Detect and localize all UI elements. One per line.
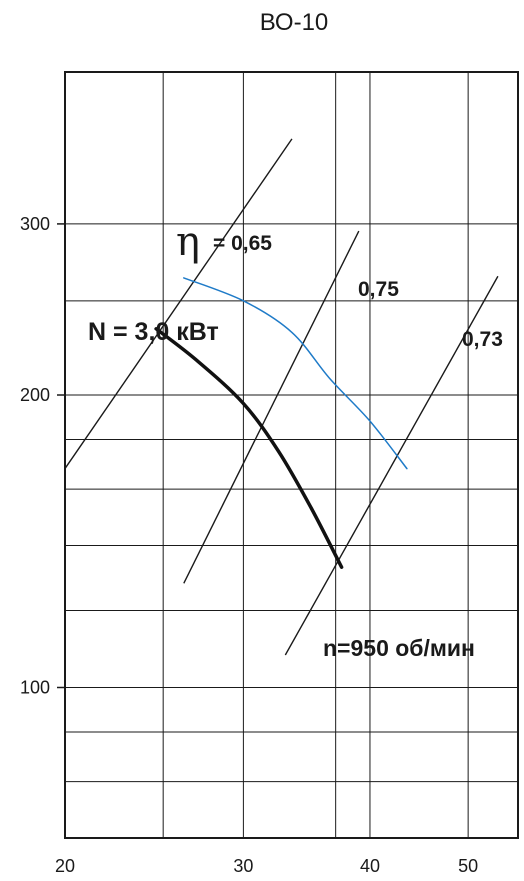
chart-title: ВО-10: [260, 9, 329, 36]
plot-frame: [64, 71, 519, 839]
y-tick-label: 200: [20, 385, 50, 405]
x-tick-label: 40: [360, 856, 380, 876]
y-tick-labels: 100 200 300: [20, 214, 50, 698]
power-curve: [183, 277, 408, 470]
speed-curve: [154, 327, 344, 569]
efficiency-line-0-65: [64, 138, 293, 469]
x-tick-label: 50: [458, 856, 478, 876]
x-tick-label: 30: [233, 856, 253, 876]
efficiency-line-0-75: [183, 230, 360, 584]
speed-label: n=950 об/мин: [323, 635, 475, 661]
x-tick-labels: 20 30 40 50: [55, 856, 478, 876]
eta-075-label: 0,75: [358, 278, 399, 301]
y-tick-label: 300: [20, 214, 50, 234]
series-curves: [154, 277, 408, 569]
eta-065-label: = 0,65: [213, 232, 272, 255]
eta-symbol: η: [176, 219, 200, 265]
eta-073-label: 0,73: [462, 328, 503, 351]
x-tick-label: 20: [55, 856, 75, 876]
power-label: N = 3,0 кВт: [88, 318, 219, 346]
efficiency-lines: [64, 138, 499, 656]
efficiency-line-0-73: [284, 275, 499, 656]
y-tick-label: 100: [20, 677, 50, 697]
grid-lines: [57, 72, 518, 838]
